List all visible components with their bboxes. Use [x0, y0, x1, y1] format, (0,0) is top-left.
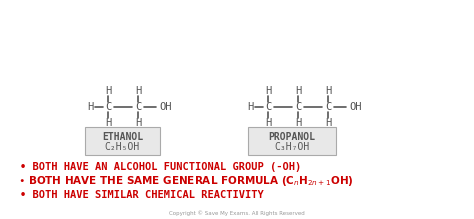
Text: H: H — [265, 86, 271, 96]
Text: C₂H₅OH: C₂H₅OH — [105, 142, 140, 152]
Text: H: H — [135, 118, 141, 128]
Text: C: C — [105, 102, 111, 112]
Text: H: H — [265, 118, 271, 128]
Text: C: C — [295, 102, 301, 112]
Text: H: H — [105, 118, 111, 128]
Text: C: C — [135, 102, 141, 112]
Text: ETHANOL: ETHANOL — [102, 132, 143, 142]
Text: H: H — [325, 86, 331, 96]
Text: OH: OH — [159, 102, 172, 112]
Text: C: C — [325, 102, 331, 112]
Text: H: H — [135, 86, 141, 96]
FancyBboxPatch shape — [85, 127, 160, 155]
Text: H: H — [295, 118, 301, 128]
Text: • BOTH HAVE AN ALCOHOL FUNCTIONAL GROUP (-OH): • BOTH HAVE AN ALCOHOL FUNCTIONAL GROUP … — [20, 162, 301, 172]
Text: H: H — [105, 86, 111, 96]
Text: H: H — [87, 102, 93, 112]
Text: H: H — [247, 102, 253, 112]
Text: • BOTH HAVE SIMILAR CHEMICAL REACTIVITY: • BOTH HAVE SIMILAR CHEMICAL REACTIVITY — [20, 190, 264, 200]
FancyBboxPatch shape — [248, 127, 336, 155]
Text: $\bullet$ BOTH HAVE THE SAME GENERAL FORMULA (C$_n$H$_{2n+1}$OH): $\bullet$ BOTH HAVE THE SAME GENERAL FOR… — [18, 174, 354, 188]
Text: H: H — [295, 86, 301, 96]
Text: C₃H₇OH: C₃H₇OH — [274, 142, 310, 152]
Text: Copyright © Save My Exams. All Rights Reserved: Copyright © Save My Exams. All Rights Re… — [169, 210, 305, 216]
Text: H: H — [325, 118, 331, 128]
Text: C: C — [265, 102, 271, 112]
Text: OH: OH — [349, 102, 362, 112]
Text: PROPANOL: PROPANOL — [268, 132, 316, 142]
